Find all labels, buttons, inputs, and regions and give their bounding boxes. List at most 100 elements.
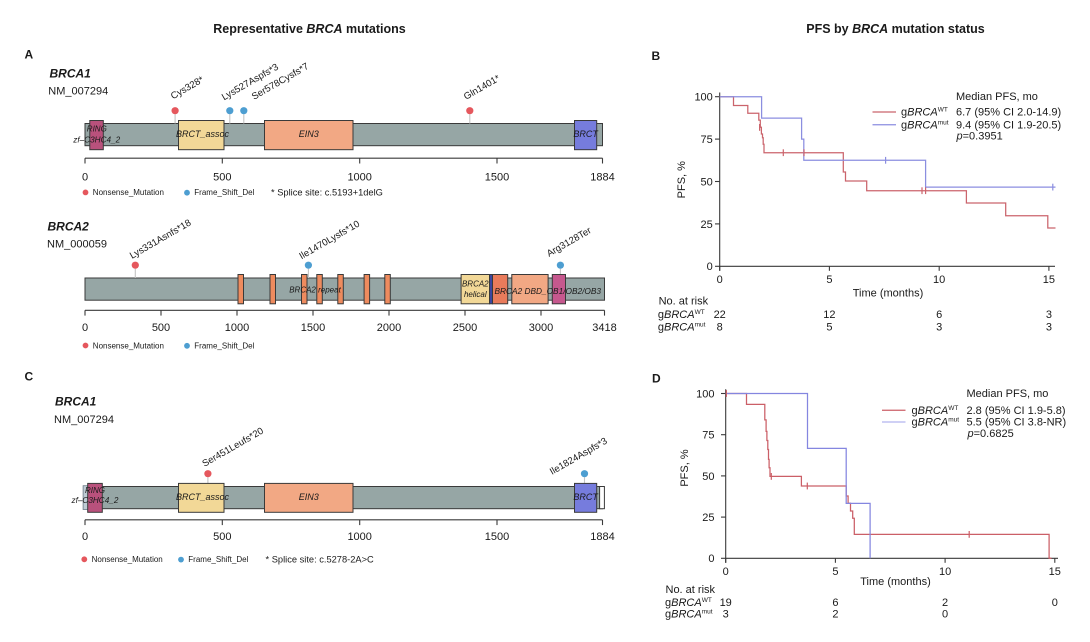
svg-text:p=0.6825: p=0.6825 [967, 428, 1014, 440]
svg-text:NM_007294: NM_007294 [54, 414, 114, 426]
svg-text:gBRCAWT: gBRCAWT [665, 597, 712, 609]
svg-text:25: 25 [701, 219, 713, 231]
svg-text:Nonsense_Mutation: Nonsense_Mutation [93, 188, 164, 197]
svg-text:BRCA2: BRCA2 [462, 279, 489, 288]
svg-text:3: 3 [1046, 321, 1052, 333]
svg-text:NM_000059: NM_000059 [47, 238, 107, 250]
svg-text:BRCA2 DBD_OB1/OB2/OB3: BRCA2 DBD_OB1/OB2/OB3 [495, 286, 602, 296]
svg-text:500: 500 [213, 171, 231, 183]
svg-text:1884: 1884 [590, 531, 614, 543]
svg-text:gBRCAmut: gBRCAmut [912, 417, 960, 429]
svg-text:Time (months): Time (months) [853, 288, 924, 300]
svg-text:No. at risk: No. at risk [659, 295, 709, 307]
svg-text:75: 75 [701, 134, 713, 146]
svg-text:19: 19 [720, 597, 732, 609]
svg-text:3: 3 [936, 321, 942, 333]
svg-text:100: 100 [694, 92, 712, 104]
svg-text:Median PFS, mo: Median PFS, mo [956, 91, 1038, 103]
svg-text:zf–C3HC4_2: zf–C3HC4_2 [72, 135, 120, 144]
svg-text:helical: helical [464, 290, 487, 299]
svg-text:gBRCAWT: gBRCAWT [901, 107, 948, 119]
svg-text:1000: 1000 [347, 171, 371, 183]
svg-text:0: 0 [717, 274, 723, 286]
svg-text:3: 3 [1046, 309, 1052, 321]
svg-text:gBRCAmut: gBRCAmut [901, 119, 949, 131]
svg-text:6.7 (95% CI 2.0-14.9): 6.7 (95% CI 2.0-14.9) [956, 107, 1061, 119]
svg-text:5: 5 [832, 566, 838, 578]
svg-text:* Splice site: c.5193+1delG: * Splice site: c.5193+1delG [271, 188, 383, 198]
svg-text:D: D [652, 372, 661, 386]
svg-text:6: 6 [832, 597, 838, 609]
svg-text:BRCT: BRCT [573, 492, 599, 502]
svg-text:100: 100 [696, 388, 714, 400]
svg-text:0: 0 [723, 566, 729, 578]
svg-text:22: 22 [714, 309, 726, 321]
svg-text:8: 8 [717, 321, 723, 333]
svg-text:0: 0 [1052, 597, 1058, 609]
svg-text:BRCA1: BRCA1 [50, 66, 92, 80]
svg-text:9.4 (95% CI 1.9-20.5): 9.4 (95% CI 1.9-20.5) [956, 119, 1061, 131]
svg-text:50: 50 [702, 471, 714, 483]
svg-text:BRCA1: BRCA1 [55, 395, 97, 409]
svg-text:Frame_Shift_Del: Frame_Shift_Del [194, 341, 254, 350]
svg-text:25: 25 [702, 512, 714, 524]
svg-text:B: B [652, 49, 661, 63]
svg-text:0: 0 [708, 553, 714, 565]
svg-text:gBRCAmut: gBRCAmut [658, 321, 706, 333]
svg-text:Nonsense_Mutation: Nonsense_Mutation [92, 555, 163, 564]
svg-text:RING: RING [85, 486, 105, 495]
svg-text:12: 12 [823, 309, 835, 321]
svg-text:2.8 (95% CI 1.9-5.8): 2.8 (95% CI 1.9-5.8) [967, 405, 1066, 417]
svg-text:5.5 (95% CI 3.8-NR): 5.5 (95% CI 3.8-NR) [967, 417, 1067, 429]
svg-text:PFS by BRCA mutation status: PFS by BRCA mutation status [806, 22, 985, 36]
svg-text:75: 75 [702, 430, 714, 442]
svg-text:BRCT_assoc: BRCT_assoc [176, 492, 230, 502]
svg-text:0: 0 [82, 531, 88, 543]
svg-text:* Splice site: c.5278-2A>C: * Splice site: c.5278-2A>C [266, 555, 375, 565]
svg-text:0: 0 [942, 608, 948, 620]
svg-text:15: 15 [1049, 566, 1061, 578]
svg-text:500: 500 [152, 322, 170, 334]
svg-text:1000: 1000 [347, 531, 371, 543]
svg-text:BRCA2: BRCA2 [48, 219, 90, 233]
svg-text:1000: 1000 [225, 322, 249, 334]
svg-text:15: 15 [1043, 274, 1055, 286]
svg-text:3: 3 [723, 608, 729, 620]
svg-text:EIN3: EIN3 [299, 492, 319, 502]
svg-text:Nonsense_Mutation: Nonsense_Mutation [93, 341, 164, 350]
svg-text:0: 0 [707, 261, 713, 273]
svg-text:p=0.3951: p=0.3951 [956, 131, 1003, 143]
svg-text:gBRCAWT: gBRCAWT [912, 405, 959, 417]
svg-text:Frame_Shift_Del: Frame_Shift_Del [188, 555, 248, 564]
svg-text:No. at risk: No. at risk [666, 584, 716, 596]
svg-text:PFS, %: PFS, % [676, 161, 688, 199]
svg-text:BRCA2 repeat: BRCA2 repeat [289, 286, 341, 295]
svg-text:5: 5 [826, 274, 832, 286]
svg-text:RING: RING [87, 125, 107, 134]
svg-text:Representative BRCA mutations: Representative BRCA mutations [213, 22, 405, 36]
svg-text:1500: 1500 [485, 171, 509, 183]
svg-text:10: 10 [933, 274, 945, 286]
svg-text:10: 10 [939, 566, 951, 578]
svg-text:A: A [25, 48, 34, 62]
svg-text:gBRCAmut: gBRCAmut [665, 608, 713, 620]
svg-text:BRCT_assoc: BRCT_assoc [176, 129, 230, 139]
svg-text:Time (months): Time (months) [860, 576, 931, 588]
svg-text:EIN3: EIN3 [299, 129, 319, 139]
svg-text:BRCT: BRCT [573, 129, 599, 139]
svg-text:5: 5 [826, 321, 832, 333]
svg-text:6: 6 [936, 309, 942, 321]
svg-text:2: 2 [942, 597, 948, 609]
svg-text:3000: 3000 [529, 322, 553, 334]
svg-text:zf–C3HC4_2: zf–C3HC4_2 [71, 496, 119, 505]
svg-text:3418: 3418 [592, 322, 616, 334]
svg-text:Frame_Shift_Del: Frame_Shift_Del [194, 188, 254, 197]
svg-text:NM_007294: NM_007294 [48, 86, 108, 98]
svg-text:0: 0 [82, 171, 88, 183]
svg-text:1500: 1500 [301, 322, 325, 334]
svg-text:2000: 2000 [377, 322, 401, 334]
svg-text:1500: 1500 [485, 531, 509, 543]
svg-text:C: C [25, 370, 34, 384]
svg-text:gBRCAWT: gBRCAWT [658, 309, 705, 321]
svg-text:2500: 2500 [453, 322, 477, 334]
